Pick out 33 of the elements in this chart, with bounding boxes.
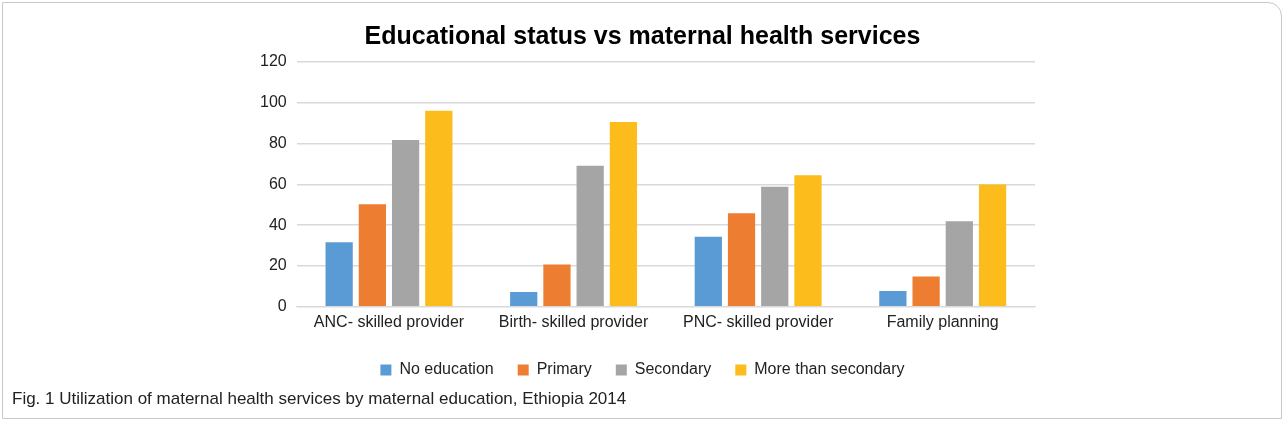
bar xyxy=(609,121,638,307)
legend-label: Secondary xyxy=(634,360,712,378)
bar xyxy=(543,264,571,307)
legend-label: No education xyxy=(399,360,494,378)
chart-title: Educational status vs maternal health services xyxy=(364,20,921,49)
x-tick-label: Family planning xyxy=(886,312,999,330)
y-tick-label: 120 xyxy=(259,52,287,70)
bar xyxy=(761,186,789,307)
bar xyxy=(945,221,973,307)
legend-label: More than secondary xyxy=(754,360,905,378)
bar xyxy=(510,292,538,307)
bar xyxy=(912,276,940,307)
y-tick-label: 80 xyxy=(268,134,287,152)
bar xyxy=(794,175,822,307)
bar xyxy=(879,291,907,307)
y-tick-label: 60 xyxy=(268,174,287,192)
bar xyxy=(358,204,386,307)
y-tick-label: 20 xyxy=(268,256,287,274)
bar xyxy=(727,213,756,307)
caption: Fig. 1 Utilization of maternal health services by maternal education, Ethiopia 2014 xyxy=(12,389,627,409)
legend-label: Primary xyxy=(536,360,592,378)
x-tick-label: Birth- skilled provider xyxy=(498,312,649,330)
bar xyxy=(391,139,420,307)
bar xyxy=(694,236,722,307)
bar xyxy=(576,165,604,307)
y-tick-label: 100 xyxy=(259,93,287,111)
y-tick-label: 40 xyxy=(268,215,287,233)
bar xyxy=(325,242,353,307)
bar xyxy=(978,184,1007,307)
bar xyxy=(425,110,453,307)
y-tick-label: 0 xyxy=(277,297,287,315)
x-tick-label: PNC- skilled provider xyxy=(683,312,834,330)
x-tick-label: ANC- skilled provider xyxy=(313,312,465,330)
